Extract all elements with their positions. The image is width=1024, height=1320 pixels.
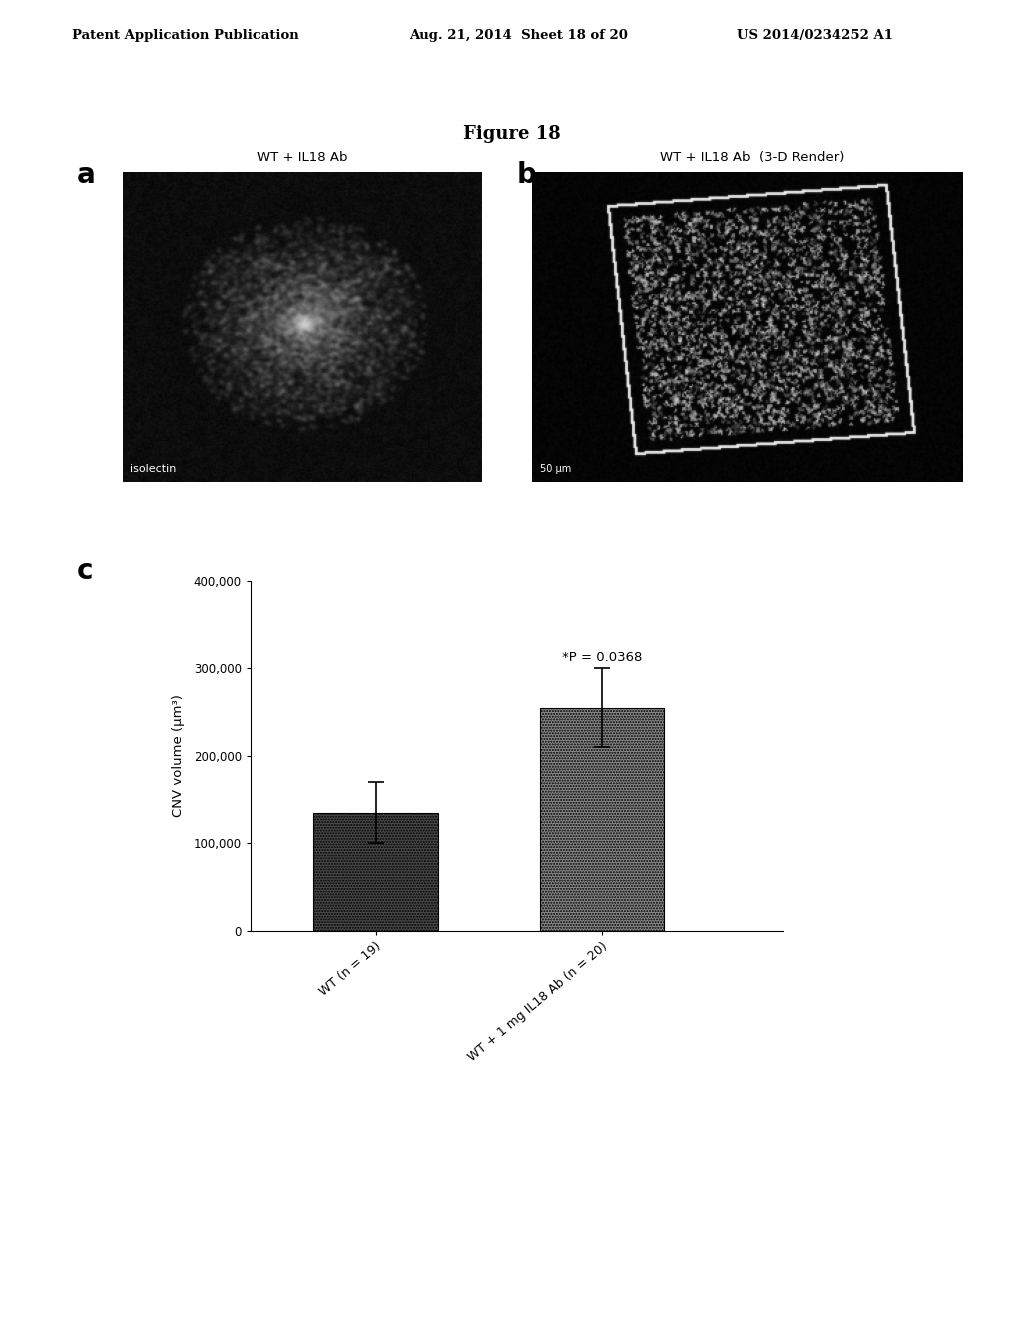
Text: Figure 18: Figure 18	[463, 125, 561, 144]
Text: c: c	[77, 557, 93, 585]
Text: *P = 0.0368: *P = 0.0368	[562, 651, 642, 664]
Text: US 2014/0234252 A1: US 2014/0234252 A1	[737, 29, 893, 42]
Text: WT + IL18 Ab  (3-D Render): WT + IL18 Ab (3-D Render)	[660, 150, 845, 164]
Y-axis label: CNV volume (μm³): CNV volume (μm³)	[172, 694, 185, 817]
Text: b: b	[517, 161, 537, 189]
Text: WT + IL18 Ab: WT + IL18 Ab	[257, 150, 347, 164]
Bar	[540, 708, 665, 931]
Text: 50 μm: 50 μm	[540, 465, 571, 474]
Bar	[313, 813, 438, 931]
Text: a: a	[77, 161, 95, 189]
Text: Patent Application Publication: Patent Application Publication	[72, 29, 298, 42]
Text: isolectin: isolectin	[130, 465, 176, 474]
Text: Aug. 21, 2014  Sheet 18 of 20: Aug. 21, 2014 Sheet 18 of 20	[410, 29, 629, 42]
